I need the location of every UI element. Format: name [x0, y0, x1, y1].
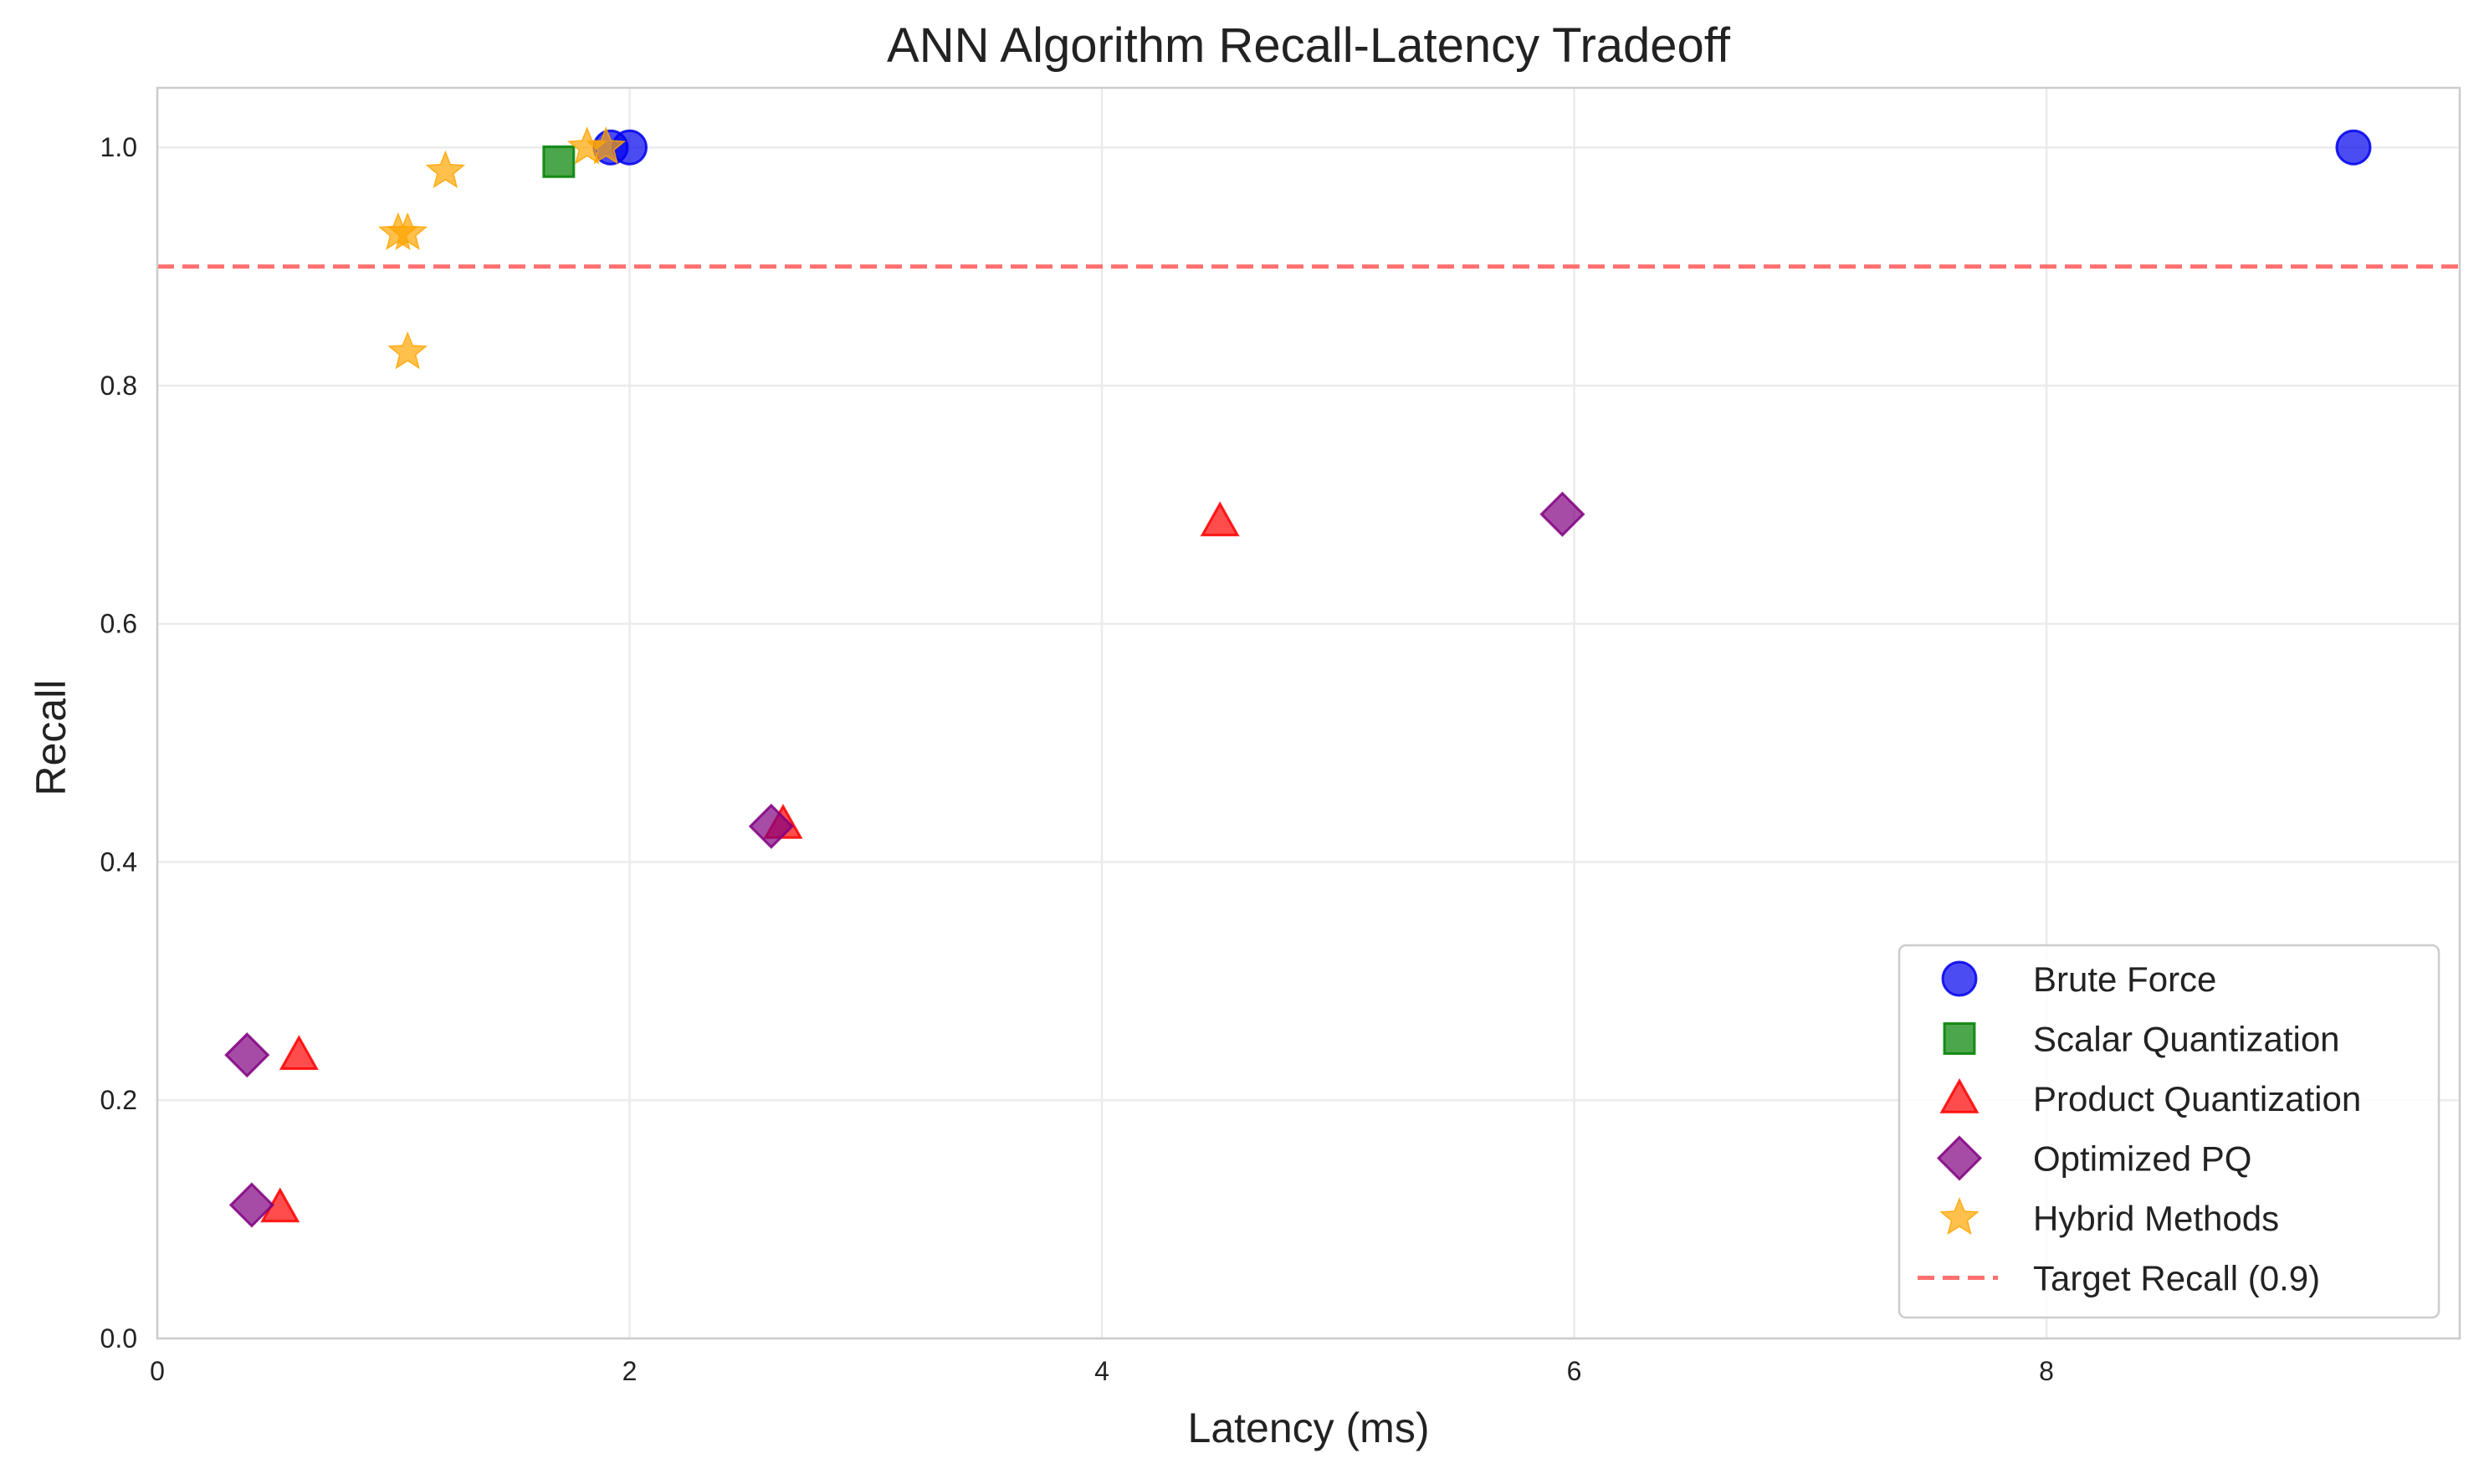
product-quantization-point	[1200, 501, 1240, 537]
legend-label-optimized-pq: Optimized PQ	[2033, 1139, 2251, 1179]
x-tick-label: 8	[2039, 1356, 2054, 1386]
hybrid-methods-point	[387, 212, 428, 250]
y-tick-label: 0.0	[100, 1323, 137, 1354]
legend-swatch-hybrid-methods	[1939, 1196, 1980, 1236]
y-tick-label: 0.2	[100, 1085, 137, 1115]
x-tick-label: 4	[1094, 1356, 1109, 1386]
y-tick-label: 0.6	[100, 609, 137, 639]
y-tick-label: 0.8	[100, 371, 137, 401]
legend-box	[1898, 944, 2440, 1319]
scalar-quantization-point	[542, 145, 576, 178]
legend-label-product-quantization: Product Quantization	[2033, 1079, 2361, 1118]
hybrid-methods-point	[586, 126, 627, 165]
legend-swatch-scalar-quantization	[1943, 1022, 1976, 1055]
legend: Brute Force Scalar Quantization Product Qu…	[1898, 944, 2440, 1319]
legend-swatch-product-quantization	[1939, 1077, 1980, 1113]
optimized-pq-point	[1539, 491, 1585, 537]
legend-label-brute-force: Brute Force	[2033, 959, 2216, 999]
product-quantization-point	[279, 1035, 319, 1071]
x-tick-label: 2	[622, 1356, 638, 1386]
y-tick-label: 0.4	[100, 847, 137, 877]
x-tick-label: 6	[1567, 1356, 1582, 1386]
brute-force-point	[2335, 129, 2372, 166]
legend-swatch-brute-force	[1941, 960, 1978, 997]
x-axis-label: Latency (ms)	[1188, 1405, 1430, 1451]
legend-label-target-recall-0-9-: Target Recall (0.9)	[2033, 1259, 2320, 1298]
legend-swatch-optimized-pq	[1936, 1135, 1983, 1181]
y-tick-label: 1.0	[100, 132, 137, 162]
y-axis-label: Recall	[28, 680, 74, 796]
marker-layer	[224, 126, 2372, 1228]
x-tick-label: 0	[150, 1356, 165, 1386]
tick-label-layer: 0 2 4 6 8 0.0 0.2 0.4 0.6 0.8 1.0	[100, 132, 2054, 1386]
hybrid-methods-point	[425, 150, 466, 188]
plot-frame	[156, 86, 2461, 1340]
chart-title: ANN Algorithm Recall-Latency Tradeoff	[887, 18, 1731, 73]
hybrid-methods-point	[387, 331, 428, 370]
legend-label-hybrid-methods: Hybrid Methods	[2033, 1199, 2279, 1238]
legend-label-scalar-quantization: Scalar Quantization	[2033, 1020, 2340, 1059]
optimized-pq-point	[228, 1182, 275, 1228]
optimized-pq-point	[748, 803, 794, 849]
optimized-pq-point	[224, 1032, 270, 1078]
